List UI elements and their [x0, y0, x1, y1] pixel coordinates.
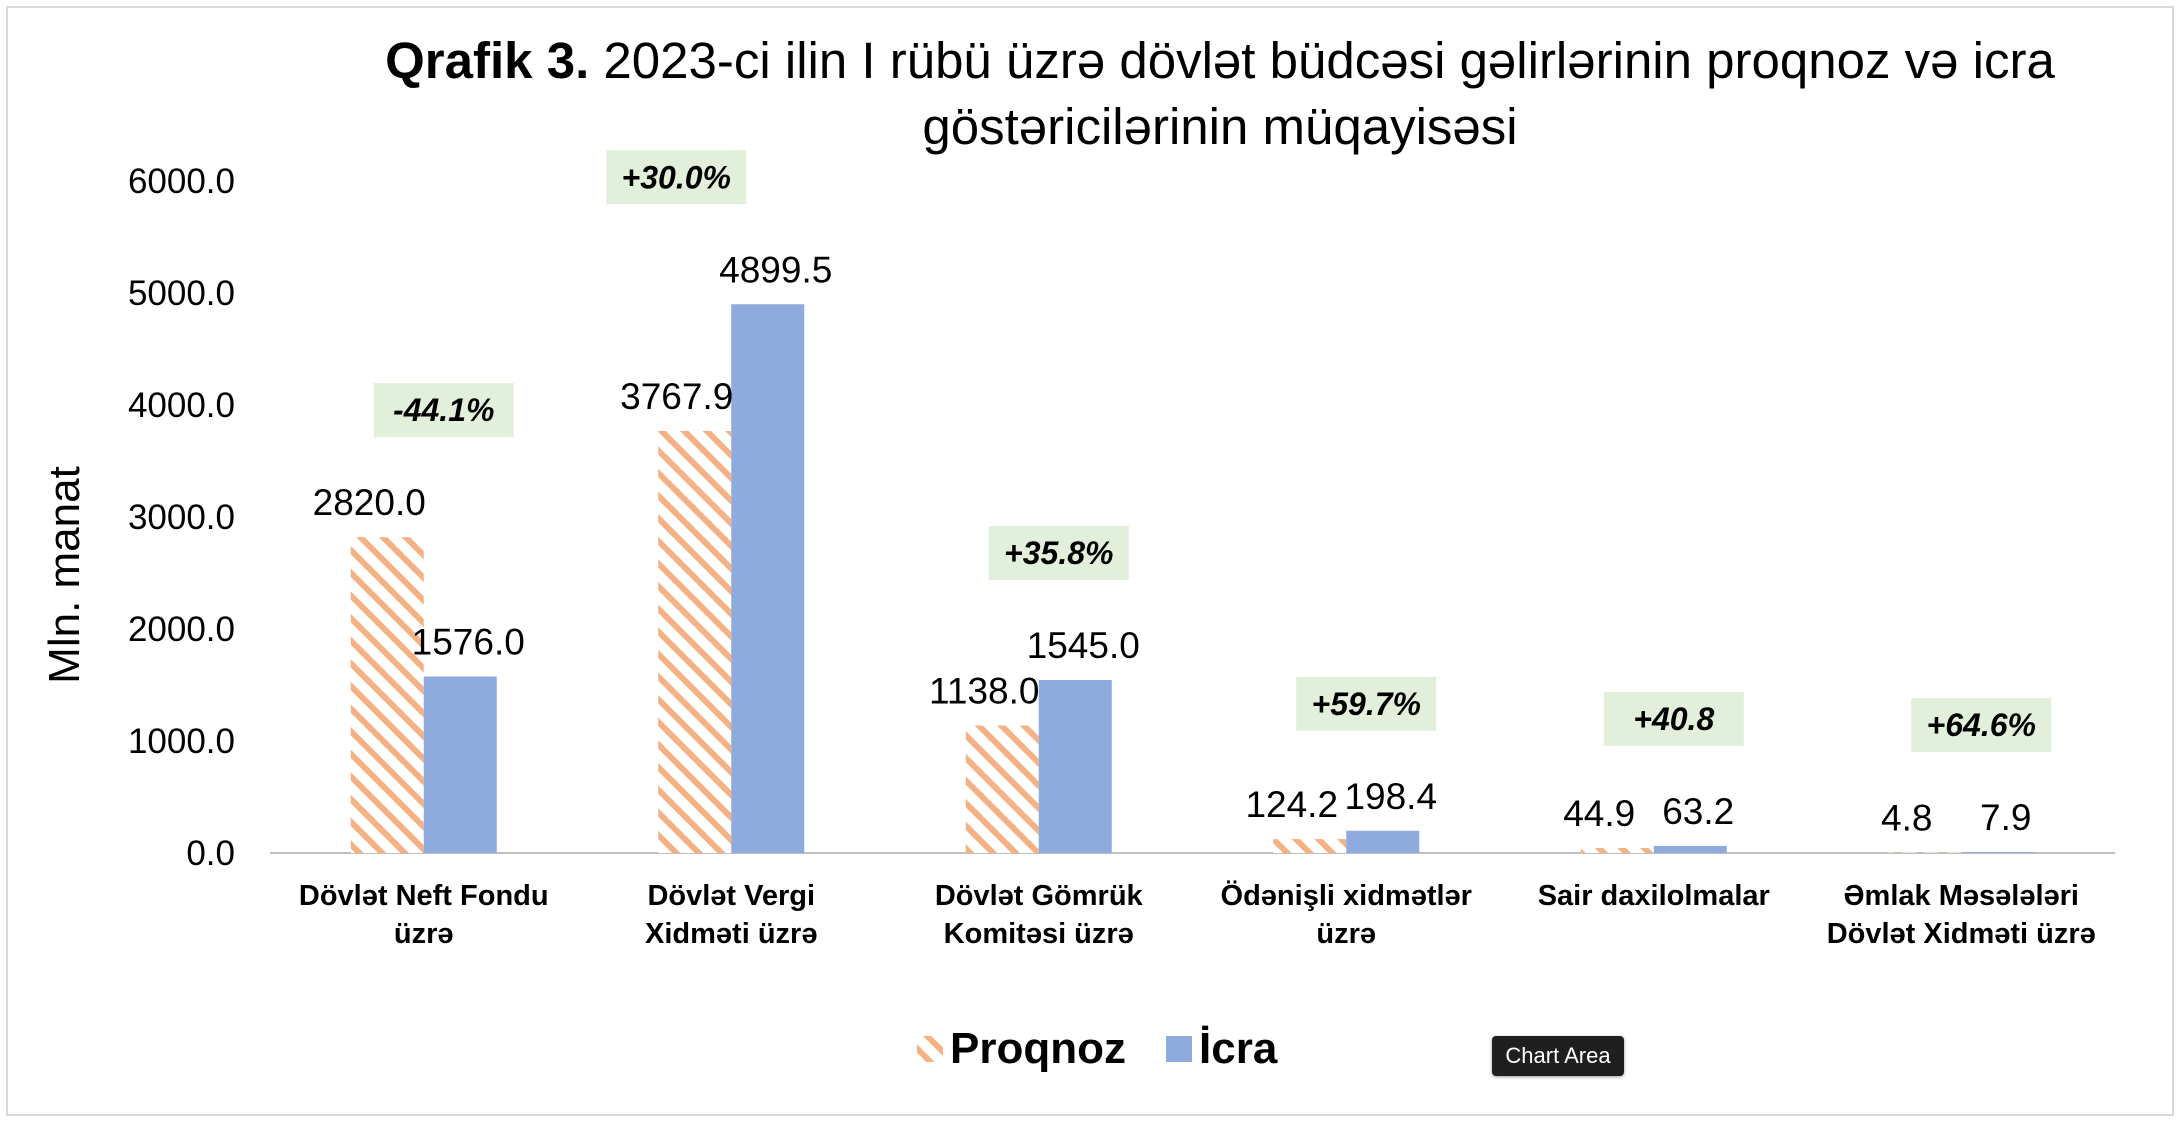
data-label-proqnoz: 4.8 [1881, 797, 1932, 838]
chart-title-bold: Qrafik 3. [385, 32, 590, 89]
x-tick-label: Dövlət Neft Fondu [299, 880, 549, 912]
change-annotation-box [1911, 698, 2052, 753]
data-label-icra: 1545.0 [1027, 625, 1140, 666]
data-label-proqnoz: 44.9 [1563, 793, 1635, 834]
x-tick-label: Sair daxilolmalar [1538, 880, 1770, 912]
bar-icra [731, 304, 805, 854]
bar-proqnoz [350, 537, 424, 853]
y-tick-label: 4000.0 [128, 386, 235, 425]
change-annotation: +59.7% [1312, 686, 1421, 722]
x-tick-label: üzrə [1316, 918, 1376, 950]
legend-swatch-icra [1166, 1036, 1192, 1062]
data-label-icra: 1576.0 [412, 621, 525, 662]
bar-icra [1038, 679, 1112, 853]
x-tick-label: Ödənişli xidmətlər [1221, 879, 1472, 912]
data-label-icra: 198.4 [1344, 776, 1437, 817]
y-tick-label: 3000.0 [128, 498, 235, 537]
bar-icra [1346, 830, 1420, 853]
bar-proqnoz [1580, 847, 1654, 853]
bar-proqnoz [965, 725, 1039, 853]
legend-label-icra: İcra [1199, 1024, 1278, 1073]
x-tick-label: Əmlak Məsələləri [1844, 880, 2079, 912]
data-label-proqnoz: 3767.9 [620, 376, 733, 417]
data-label-proqnoz: 2820.0 [313, 482, 426, 523]
data-label-icra: 4899.5 [719, 249, 832, 290]
data-label-proqnoz: 1138.0 [929, 671, 1039, 712]
change-annotation: +40.8 [1633, 701, 1714, 737]
change-annotation: +30.0% [622, 159, 731, 195]
bar-icra [1653, 845, 1727, 853]
legend-swatch-proqnoz [917, 1036, 943, 1062]
data-label-icra: 7.9 [1980, 797, 2031, 838]
chart-title-text: 2023-ci ilin I rübü üzrə dövlət büdcəsi … [603, 32, 2055, 155]
x-tick-label: Dövlət Vergi [647, 880, 815, 912]
bar-icra [423, 676, 497, 853]
change-annotation-box [1296, 676, 1437, 731]
change-annotation: +64.6% [1927, 707, 2036, 743]
y-tick-label: 6000.0 [128, 162, 235, 201]
change-annotation: -44.1% [393, 392, 494, 428]
y-tick-label: 1000.0 [128, 722, 235, 761]
bar-proqnoz [1273, 839, 1347, 853]
change-annotation-box [373, 383, 514, 438]
change-annotation-box [988, 525, 1129, 580]
data-label-proqnoz: 124.2 [1245, 784, 1338, 825]
chart-area-tooltip: Chart Area [1492, 1036, 1624, 1076]
bar-proqnoz [1888, 852, 1962, 853]
bar-proqnoz [658, 430, 732, 853]
change-annotation: +35.8% [1004, 535, 1113, 571]
change-annotation-box [606, 150, 747, 205]
x-tick-label: üzrə [394, 918, 454, 950]
x-tick-label: Dövlət Xidməti üzrə [1827, 918, 2096, 950]
x-tick-label: Dövlət Gömrük [935, 880, 1144, 912]
x-tick-label: Xidməti üzrə [645, 918, 817, 950]
bar-icra [1961, 852, 2035, 853]
data-label-icra: 63.2 [1662, 791, 1734, 832]
x-tick-label: Komitəsi üzrə [944, 918, 1134, 950]
y-tick-label: 2000.0 [128, 610, 235, 649]
chart-title: Qrafik 3. 2023-ci ilin I rübü üzrə dövlə… [360, 28, 2080, 160]
y-tick-label: 5000.0 [128, 274, 235, 313]
y-tick-label: 0.0 [186, 834, 235, 873]
change-annotation-box [1603, 691, 1744, 746]
legend-label-proqnoz: Proqnoz [950, 1024, 1126, 1073]
